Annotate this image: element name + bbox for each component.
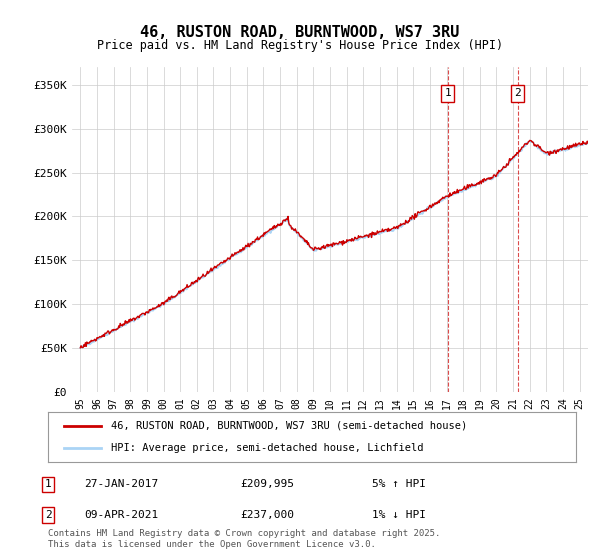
Text: 2: 2 [44, 510, 52, 520]
Text: 46, RUSTON ROAD, BURNTWOOD, WS7 3RU: 46, RUSTON ROAD, BURNTWOOD, WS7 3RU [140, 25, 460, 40]
Text: £237,000: £237,000 [240, 510, 294, 520]
Text: 1: 1 [445, 88, 451, 98]
Text: 1: 1 [44, 479, 52, 489]
Text: HPI: Average price, semi-detached house, Lichfield: HPI: Average price, semi-detached house,… [112, 443, 424, 453]
Text: 46, RUSTON ROAD, BURNTWOOD, WS7 3RU (semi-detached house): 46, RUSTON ROAD, BURNTWOOD, WS7 3RU (sem… [112, 421, 467, 431]
Text: 2: 2 [514, 88, 521, 98]
Text: £209,995: £209,995 [240, 479, 294, 489]
Text: Price paid vs. HM Land Registry's House Price Index (HPI): Price paid vs. HM Land Registry's House … [97, 39, 503, 52]
Text: 09-APR-2021: 09-APR-2021 [84, 510, 158, 520]
Text: 5% ↑ HPI: 5% ↑ HPI [372, 479, 426, 489]
Text: 27-JAN-2017: 27-JAN-2017 [84, 479, 158, 489]
Text: 1% ↓ HPI: 1% ↓ HPI [372, 510, 426, 520]
Text: Contains HM Land Registry data © Crown copyright and database right 2025.
This d: Contains HM Land Registry data © Crown c… [48, 529, 440, 549]
